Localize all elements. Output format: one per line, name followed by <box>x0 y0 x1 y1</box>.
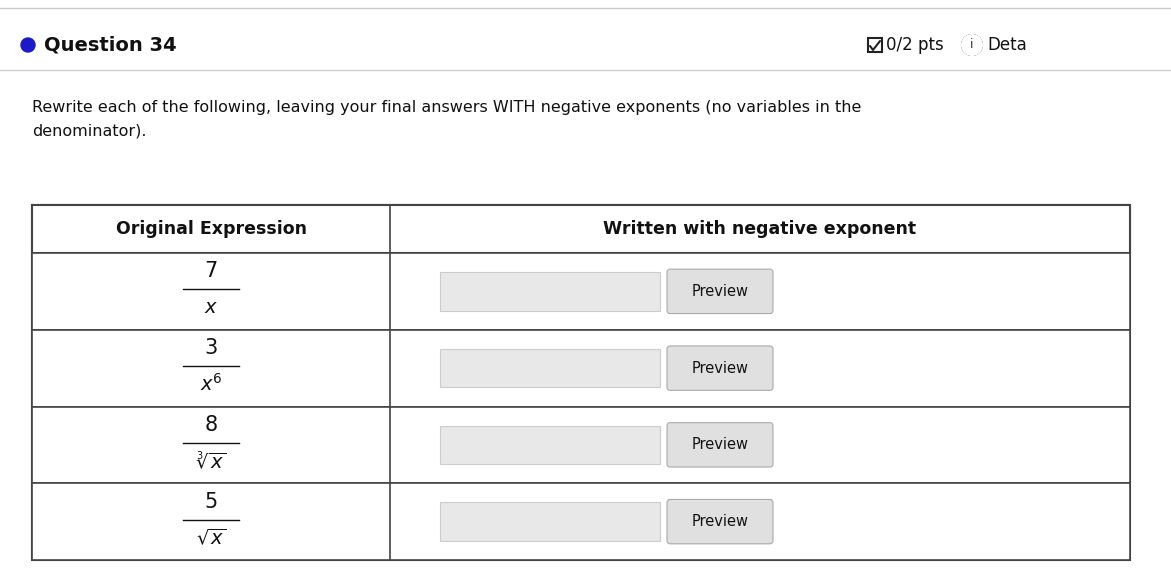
Circle shape <box>21 38 35 52</box>
Text: Deta: Deta <box>987 36 1027 54</box>
Text: Preview: Preview <box>692 284 748 299</box>
Text: Written with negative exponent: Written with negative exponent <box>603 220 917 238</box>
Bar <box>440 349 660 387</box>
Text: Preview: Preview <box>692 514 748 529</box>
Text: $\sqrt{x}$: $\sqrt{x}$ <box>196 527 226 548</box>
Circle shape <box>963 35 982 55</box>
FancyBboxPatch shape <box>667 500 773 544</box>
Bar <box>440 502 660 541</box>
Text: Original Expression: Original Expression <box>116 220 307 238</box>
FancyBboxPatch shape <box>667 269 773 313</box>
Text: $x$: $x$ <box>204 298 218 317</box>
Text: $\sqrt[3]{x}$: $\sqrt[3]{x}$ <box>196 450 226 472</box>
Text: Preview: Preview <box>692 437 748 452</box>
Text: 3: 3 <box>205 338 218 358</box>
Bar <box>440 272 660 311</box>
Bar <box>868 38 882 52</box>
Bar <box>32 205 1130 253</box>
Text: 7: 7 <box>205 262 218 282</box>
Bar <box>32 253 1130 329</box>
Bar <box>32 205 1130 560</box>
Bar <box>32 329 1130 407</box>
FancyBboxPatch shape <box>667 346 773 391</box>
Bar <box>440 426 660 464</box>
FancyBboxPatch shape <box>667 423 773 467</box>
Text: $x^6$: $x^6$ <box>199 373 222 395</box>
Text: 5: 5 <box>205 492 218 512</box>
Bar <box>32 483 1130 560</box>
Text: Question 34: Question 34 <box>44 35 177 54</box>
Text: i: i <box>971 38 974 51</box>
Bar <box>32 407 1130 483</box>
Text: 8: 8 <box>205 415 218 435</box>
Text: 0/2 pts: 0/2 pts <box>886 36 944 54</box>
Text: Preview: Preview <box>692 361 748 376</box>
Text: Rewrite each of the following, leaving your final answers WITH negative exponent: Rewrite each of the following, leaving y… <box>32 100 862 138</box>
